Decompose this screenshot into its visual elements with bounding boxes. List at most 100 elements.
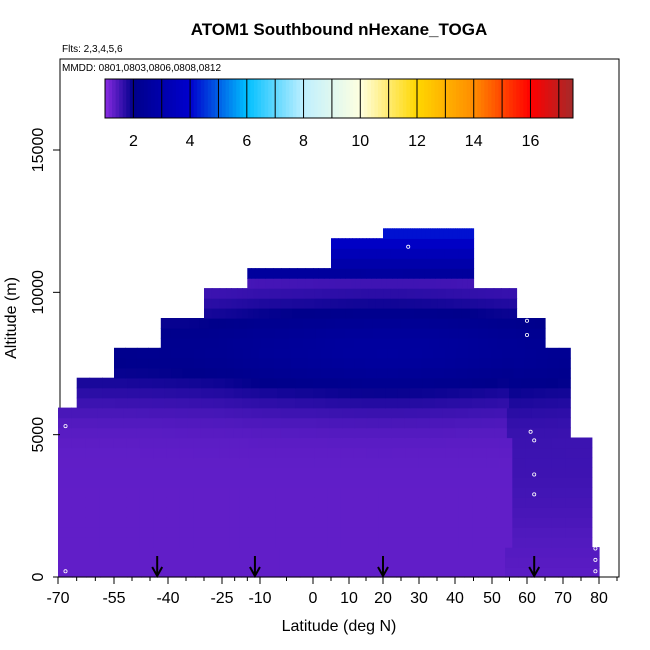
heatmap-cell — [139, 467, 154, 478]
heatmap-cell — [366, 457, 380, 468]
heatmap-cell — [396, 567, 411, 578]
heatmap-cell — [349, 258, 353, 269]
heatmap-cell — [295, 497, 315, 508]
heatmap-cell — [446, 278, 452, 289]
heatmap-cell — [472, 447, 487, 459]
heatmap-cell — [437, 288, 447, 299]
heatmap-cell — [250, 547, 261, 558]
heatmap-cell — [136, 347, 149, 359]
heatmap-cell — [141, 567, 156, 578]
heatmap-cell — [444, 238, 449, 249]
heatmap-cell — [558, 567, 573, 578]
heatmap-cell — [239, 457, 250, 468]
heatmap-cell — [247, 308, 254, 319]
heatmap-cell — [224, 427, 235, 439]
colorbar-segment — [378, 79, 383, 118]
heatmap-cell — [153, 477, 168, 488]
heatmap-cell — [189, 337, 200, 349]
heatmap-cell — [216, 357, 228, 369]
heatmap-cell — [331, 238, 336, 249]
heatmap-cell — [189, 397, 202, 409]
heatmap-cell — [200, 427, 214, 439]
colorbar-segment — [466, 79, 471, 118]
heatmap-cell — [499, 497, 513, 508]
heatmap-cell — [275, 507, 296, 518]
heatmap-cell — [432, 527, 446, 538]
heatmap-cell — [307, 367, 322, 379]
heatmap-cell — [206, 467, 221, 478]
heatmap-cell — [72, 547, 87, 558]
heatmap-cell — [531, 407, 546, 419]
heatmap-cell — [506, 427, 520, 439]
heatmap-cell — [162, 417, 176, 429]
colorbar-segment — [505, 79, 510, 118]
heatmap-cell — [499, 517, 513, 528]
heatmap-cell — [524, 367, 537, 379]
heatmap-cell — [397, 387, 411, 399]
heatmap-cell — [437, 298, 447, 309]
heatmap-cell — [344, 337, 355, 349]
heatmap-cell — [99, 477, 114, 488]
heatmap-cell — [467, 278, 475, 289]
colorbar-segment — [445, 79, 450, 118]
heatmap-cell — [242, 387, 252, 399]
heatmap-cell — [337, 397, 351, 409]
heatmap-cell — [458, 337, 469, 349]
heatmap-cell — [239, 527, 250, 538]
heatmap-cell — [258, 537, 276, 548]
heatmap-cell — [468, 337, 479, 349]
heatmap-cell — [434, 397, 448, 409]
heatmap-cell — [369, 238, 374, 249]
heatmap-cell — [525, 467, 540, 478]
heatmap-cell — [345, 248, 350, 259]
heatmap-cell — [445, 477, 460, 488]
heatmap-cell — [418, 487, 433, 498]
heatmap-cell — [58, 557, 73, 568]
heatmap-cell — [86, 567, 101, 578]
heatmap-cell — [424, 278, 431, 289]
sample-point — [586, 358, 591, 363]
heatmap-cell — [509, 387, 522, 399]
heatmap-cell — [251, 278, 256, 289]
heatmap-cell — [519, 407, 533, 419]
heatmap-cell — [378, 457, 393, 468]
heatmap-cell — [338, 298, 347, 309]
heatmap-cell — [350, 268, 357, 279]
heatmap-cell — [330, 288, 339, 299]
heatmap-cell — [113, 507, 128, 518]
heatmap-cell — [405, 517, 420, 528]
heatmap-cell — [378, 507, 393, 518]
colorbar-segment — [186, 79, 191, 118]
heatmap-cell — [251, 417, 263, 429]
heatmap-cell — [342, 427, 356, 439]
heatmap-cell — [585, 567, 600, 578]
colorbar-segment — [197, 79, 202, 118]
heatmap-cell — [406, 298, 415, 309]
heatmap-cell — [406, 308, 415, 319]
heatmap-cell — [516, 318, 527, 329]
heatmap-cell — [525, 318, 536, 329]
heatmap-cell — [467, 357, 480, 369]
heatmap-cell — [242, 417, 253, 429]
heatmap-cell — [153, 527, 168, 538]
heatmap-cell — [231, 567, 242, 578]
heatmap-cell — [213, 427, 226, 439]
heatmap-cell — [246, 318, 255, 329]
heatmap-cell — [525, 507, 540, 518]
heatmap-cell — [457, 228, 461, 239]
heatmap-cell — [464, 557, 479, 568]
heatmap-cell — [578, 447, 593, 459]
heatmap-cell — [251, 407, 263, 419]
heatmap-cell — [432, 517, 446, 528]
heatmap-cell — [99, 487, 114, 498]
heatmap-cell — [426, 258, 431, 269]
flight-arrow-head — [528, 566, 541, 579]
heatmap-cell — [406, 288, 415, 299]
heatmap-cell — [226, 318, 234, 329]
heatmap-cell — [381, 327, 392, 339]
heatmap-cell — [425, 228, 429, 239]
heatmap-cell — [273, 357, 292, 369]
colorbar-segment — [193, 79, 198, 118]
heatmap-cell — [432, 437, 446, 449]
heatmap-cell — [260, 567, 281, 578]
